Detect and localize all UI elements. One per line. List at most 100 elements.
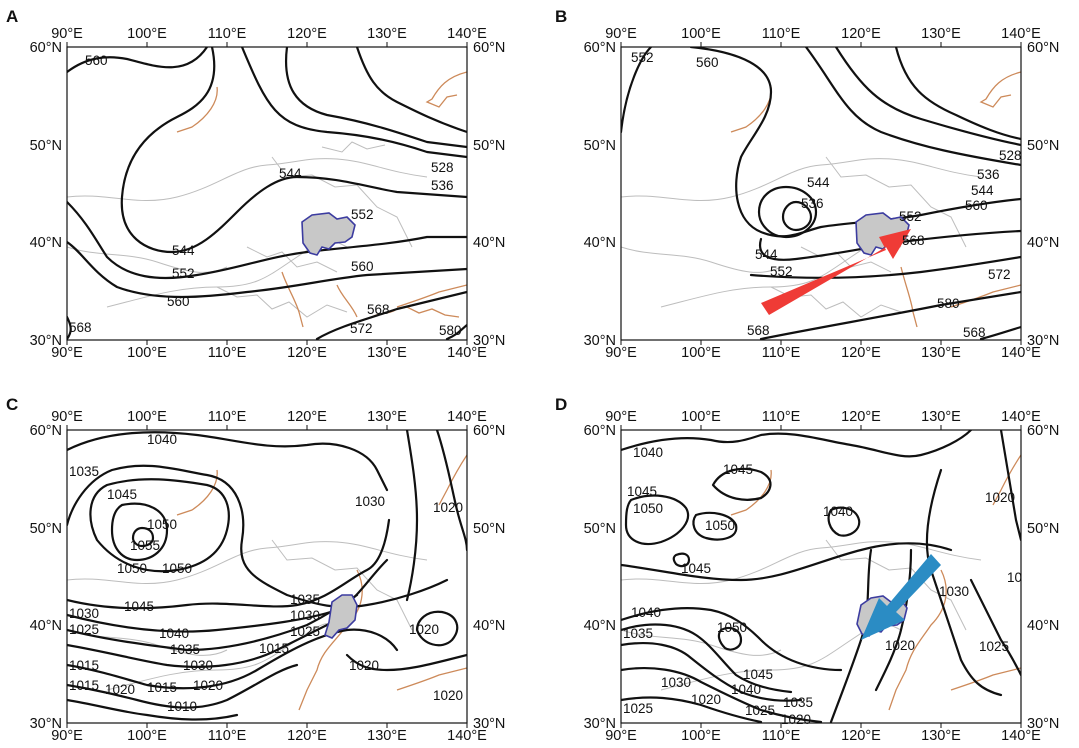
svg-text:110°E: 110°E	[208, 728, 247, 744]
svg-text:568: 568	[747, 323, 770, 338]
x-axis-top: 90°E 100°E 110°E 120°E 130°E 140°E	[51, 409, 487, 425]
svg-text:90°E: 90°E	[51, 26, 83, 42]
svg-text:560: 560	[351, 259, 374, 274]
svg-text:1020: 1020	[781, 712, 811, 727]
svg-text:544: 544	[172, 243, 195, 258]
svg-text:1040: 1040	[159, 626, 189, 641]
svg-text:40°N: 40°N	[473, 235, 505, 251]
contour-labels: 560 544 552 544 552 528 536 552 560 568 …	[69, 53, 462, 338]
contour-labels: 1040 1035 1045 1050 1055 1050 1050 1045 …	[69, 432, 463, 714]
svg-text:1050: 1050	[162, 561, 192, 576]
y-axis-right: 60°N 50°N 40°N 30°N	[1027, 40, 1059, 349]
svg-text:1035: 1035	[69, 464, 99, 479]
svg-text:40°N: 40°N	[30, 235, 62, 251]
svg-text:100°E: 100°E	[127, 345, 167, 361]
svg-text:40°N: 40°N	[30, 618, 62, 634]
y-axis-right: 60°N 50°N 40°N 30°N	[473, 40, 505, 349]
svg-text:1030: 1030	[939, 584, 969, 599]
svg-text:140°E: 140°E	[447, 728, 487, 744]
red-arrow	[761, 229, 911, 315]
svg-text:1050: 1050	[147, 517, 177, 532]
svg-text:1050: 1050	[705, 518, 735, 533]
coastlines	[730, 454, 1021, 711]
svg-text:1025: 1025	[745, 703, 775, 718]
svg-text:1050: 1050	[633, 501, 663, 516]
svg-text:110°E: 110°E	[762, 728, 801, 744]
contours	[67, 430, 467, 721]
svg-text:1025: 1025	[623, 701, 653, 716]
svg-text:120°E: 120°E	[841, 26, 881, 42]
country-borders	[67, 141, 428, 318]
svg-text:120°E: 120°E	[841, 345, 881, 361]
map-frame	[620, 46, 1022, 341]
svg-text:572: 572	[988, 267, 1011, 282]
svg-text:10: 10	[1007, 570, 1022, 585]
svg-text:110°E: 110°E	[208, 345, 247, 361]
map-frame	[66, 46, 468, 341]
panel-c: C	[6, 395, 505, 744]
svg-text:544: 544	[807, 175, 830, 190]
svg-text:90°E: 90°E	[605, 728, 637, 744]
svg-text:50°N: 50°N	[584, 138, 616, 154]
svg-text:1050: 1050	[717, 620, 747, 635]
svg-text:568: 568	[367, 302, 390, 317]
svg-text:544: 544	[755, 247, 778, 262]
svg-text:30°N: 30°N	[30, 716, 62, 732]
svg-text:130°E: 130°E	[921, 409, 961, 425]
ticks	[66, 42, 468, 345]
svg-text:60°N: 60°N	[584, 40, 616, 56]
svg-text:50°N: 50°N	[30, 138, 62, 154]
svg-text:1015: 1015	[147, 680, 177, 695]
svg-text:60°N: 60°N	[30, 423, 62, 439]
svg-text:1030: 1030	[290, 608, 320, 623]
svg-text:120°E: 120°E	[287, 26, 327, 42]
svg-text:1020: 1020	[433, 500, 463, 515]
svg-text:40°N: 40°N	[1027, 235, 1059, 251]
svg-text:1045: 1045	[107, 487, 137, 502]
svg-text:1015: 1015	[69, 678, 99, 693]
contours	[621, 47, 1021, 340]
ticks	[66, 425, 468, 728]
svg-text:1045: 1045	[627, 484, 657, 499]
svg-text:1030: 1030	[69, 606, 99, 621]
svg-text:100°E: 100°E	[127, 728, 167, 744]
map-frame	[66, 429, 468, 724]
contour-labels: 552 560 544 536 544 552 552 536 544 560 …	[631, 50, 1022, 340]
svg-text:30°N: 30°N	[473, 333, 505, 349]
svg-text:1035: 1035	[623, 626, 653, 641]
svg-text:552: 552	[172, 266, 195, 281]
svg-text:580: 580	[439, 323, 462, 338]
svg-text:110°E: 110°E	[762, 26, 801, 42]
svg-text:1045: 1045	[723, 462, 753, 477]
svg-text:1030: 1030	[661, 675, 691, 690]
svg-text:40°N: 40°N	[584, 618, 616, 634]
svg-text:120°E: 120°E	[841, 409, 881, 425]
ticks	[620, 42, 1022, 345]
svg-text:1030: 1030	[183, 658, 213, 673]
svg-text:552: 552	[770, 264, 793, 279]
svg-text:1015: 1015	[259, 641, 289, 656]
svg-text:130°E: 130°E	[367, 345, 407, 361]
svg-text:110°E: 110°E	[762, 345, 801, 361]
svg-text:130°E: 130°E	[367, 409, 407, 425]
svg-text:568: 568	[69, 320, 92, 335]
svg-text:130°E: 130°E	[921, 345, 961, 361]
svg-text:110°E: 110°E	[208, 26, 247, 42]
blue-arrow	[861, 554, 941, 640]
svg-text:40°N: 40°N	[1027, 618, 1059, 634]
panel-label: C	[6, 395, 18, 414]
x-axis-bottom: 90°E 100°E 110°E 120°E 130°E 140°E	[605, 728, 1041, 744]
svg-text:560: 560	[965, 198, 988, 213]
svg-text:30°N: 30°N	[30, 333, 62, 349]
x-axis-top: 90°E 100°E 110°E 120°E 130°E 140°E	[605, 26, 1041, 42]
svg-text:120°E: 120°E	[287, 728, 327, 744]
svg-text:140°E: 140°E	[447, 409, 487, 425]
svg-text:1025: 1025	[979, 639, 1009, 654]
svg-text:40°N: 40°N	[584, 235, 616, 251]
svg-text:1015: 1015	[69, 658, 99, 673]
svg-text:140°E: 140°E	[1001, 26, 1041, 42]
svg-text:30°N: 30°N	[584, 716, 616, 732]
svg-text:1040: 1040	[731, 682, 761, 697]
y-axis-left: 60°N 50°N 40°N 30°N	[584, 40, 616, 349]
svg-text:140°E: 140°E	[447, 345, 487, 361]
